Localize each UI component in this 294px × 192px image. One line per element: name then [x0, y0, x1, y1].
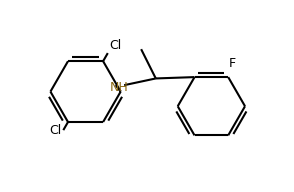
Text: Cl: Cl: [49, 124, 61, 137]
Text: Cl: Cl: [109, 39, 121, 52]
Text: F: F: [228, 57, 235, 70]
Text: NH: NH: [110, 81, 128, 94]
